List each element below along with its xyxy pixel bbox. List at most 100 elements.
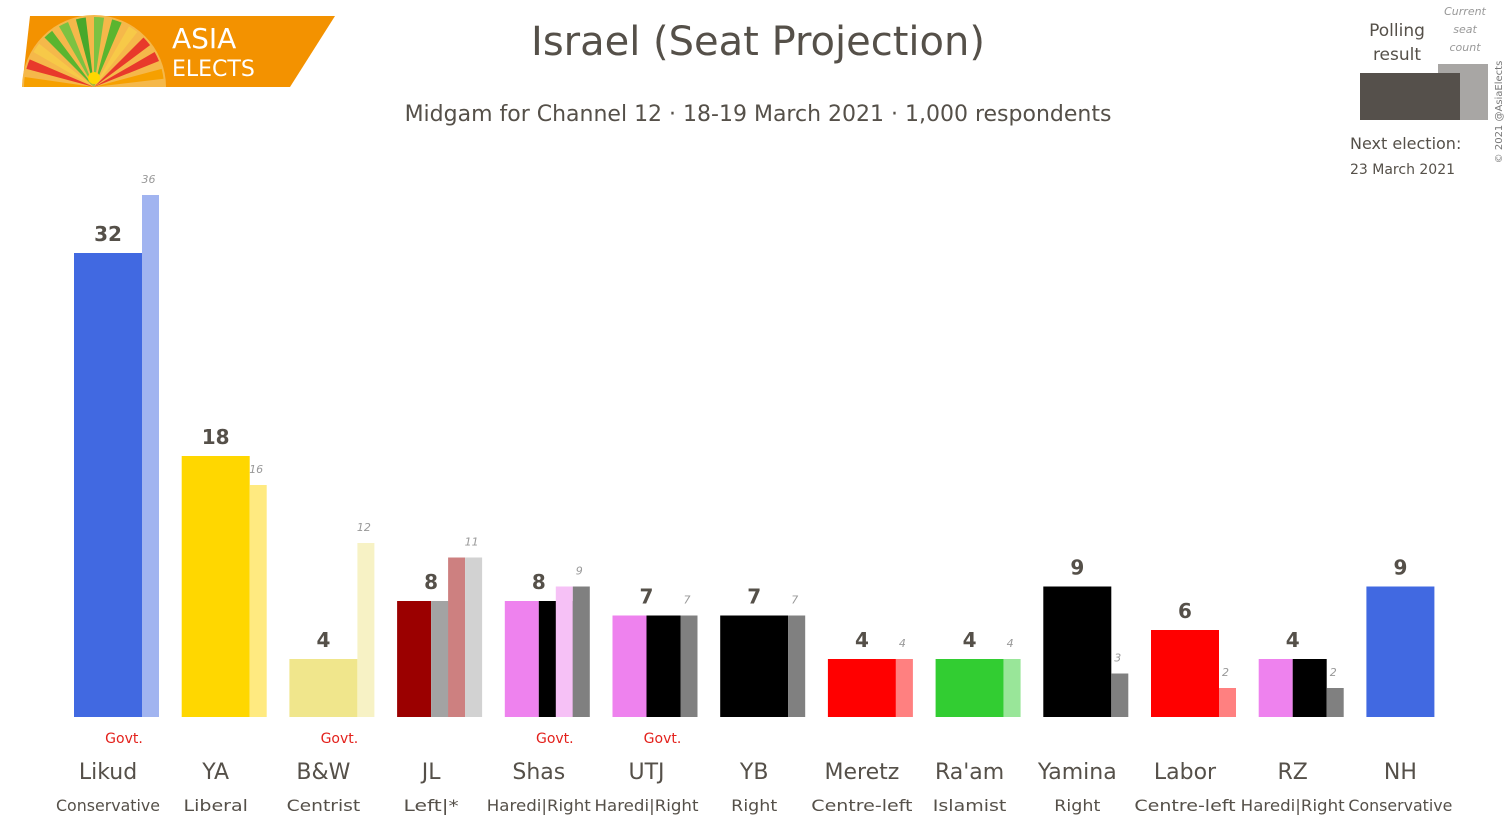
govt-label-shas: Govt.: [536, 731, 574, 747]
current-value-shas: 9: [576, 565, 583, 578]
poll-value-yamina: 9: [1070, 556, 1084, 580]
legend-current-label-1: Current: [1444, 5, 1486, 18]
current-bar-jl: [448, 557, 466, 717]
current-bar-shas: [572, 586, 590, 717]
party-name-meretz: Meretz: [825, 760, 900, 785]
poll-value-rz: 4: [1286, 628, 1300, 652]
current-bar-ya: [249, 485, 267, 717]
poll-value-ra-am: 4: [963, 628, 977, 652]
party-name-rz: RZ: [1278, 760, 1308, 785]
chart-title: Israel (Seat Projection): [531, 19, 985, 65]
poll-value-jl: 8: [424, 570, 438, 594]
logo-fan-ray: [94, 52, 160, 87]
current-value-labor: 2: [1222, 666, 1229, 679]
chart-subtitle: Midgam for Channel 12 · 18-19 March 2021…: [405, 102, 1112, 127]
next-election-date: 23 March 2021: [1350, 162, 1455, 178]
logo-fan-rays: [24, 17, 164, 88]
logo-fan-ray: [94, 17, 105, 87]
current-value-yamina: 3: [1114, 652, 1121, 665]
legend-polling-swatch: [1360, 73, 1460, 120]
legend: Polling result Current seat count Next e…: [1350, 5, 1488, 178]
current-value-rz: 2: [1330, 666, 1337, 679]
party-name-jl: JL: [420, 760, 441, 785]
party-name-yb: YB: [739, 760, 769, 785]
poll-bar-rz: [1292, 659, 1327, 717]
govt-label-utj: Govt.: [644, 731, 682, 747]
party-ideology-nh: Conservative: [1348, 796, 1452, 815]
poll-bar-rz: [1258, 659, 1293, 717]
logo-fan-ray: [26, 59, 94, 87]
current-value-b-w: 12: [357, 521, 371, 534]
legend-current-label-2: seat: [1453, 23, 1477, 36]
party-ideology-labor: Centre-left: [1134, 796, 1235, 815]
poll-bar-shas: [504, 601, 539, 717]
poll-value-likud: 32: [94, 222, 122, 246]
current-bar-yamina: [1111, 673, 1129, 717]
poll-bar-labor: [1151, 630, 1219, 717]
poll-value-ya: 18: [202, 425, 230, 449]
current-value-ya: 16: [249, 463, 263, 476]
current-value-meretz: 4: [899, 637, 906, 650]
party-name-ra-am: Ra'am: [935, 760, 1004, 785]
poll-bar-utj: [646, 615, 681, 717]
poll-bar-likud: [74, 253, 142, 717]
poll-value-meretz: 4: [855, 628, 869, 652]
current-bar-meretz: [895, 659, 913, 717]
logo-fan-ray: [59, 21, 94, 88]
party-ideology-rz: Haredi|Right: [1241, 796, 1345, 815]
poll-value-shas: 8: [532, 570, 546, 594]
poll-bar-b-w: [289, 659, 358, 717]
current-bar-labor: [1219, 688, 1236, 717]
current-value-utj: 7: [684, 594, 691, 607]
current-bar-rz: [1326, 688, 1344, 717]
current-value-ra-am: 4: [1007, 637, 1014, 650]
party-name-likud: Likud: [79, 760, 137, 785]
logo-fan-ray: [94, 68, 164, 87]
party-ideology-utj: Haredi|Right: [595, 796, 699, 815]
current-bar-likud: [142, 195, 159, 717]
logo-sun: [88, 72, 100, 84]
current-bar-b-w: [357, 543, 375, 717]
current-bar-yb: [788, 615, 806, 717]
asia-elects-logo: ASIA ELECTS: [22, 15, 335, 88]
party-ideology-likud: Conservative: [56, 796, 160, 815]
party-ideology-meretz: Centre-left: [811, 796, 912, 815]
poll-value-yb: 7: [747, 585, 761, 609]
logo-fan-ray: [24, 76, 94, 87]
poll-bar-yb: [720, 615, 789, 717]
current-value-jl: 11: [465, 536, 479, 549]
govt-label-likud: Govt.: [105, 731, 143, 747]
party-name-yamina: Yamina: [1037, 760, 1117, 785]
party-ideology-yamina: Right: [1054, 796, 1100, 815]
poll-value-b-w: 4: [316, 628, 330, 652]
logo-fan-ray: [94, 19, 122, 87]
party-name-shas: Shas: [512, 760, 565, 785]
poll-bar-yamina: [1043, 586, 1112, 717]
party-ideology-ya: Liberal: [184, 796, 248, 815]
logo-fan-ray: [44, 30, 94, 88]
party-name-ya: YA: [201, 760, 229, 785]
party-ideology-yb: Right: [731, 796, 777, 815]
poll-bar-jl: [397, 601, 432, 717]
party-name-labor: Labor: [1154, 760, 1217, 785]
poll-bar-utj: [612, 615, 647, 717]
poll-bar-meretz: [827, 659, 896, 717]
party-name-utj: UTJ: [628, 760, 664, 785]
logo-fan-ray: [75, 17, 94, 88]
party-ideology-b-w: Centrist: [287, 796, 361, 815]
party-ideology-jl: Left|*: [404, 796, 459, 815]
labels-layer: 3632Govt.LikudConservative1618YALiberal1…: [56, 173, 1452, 815]
current-bar-shas: [555, 586, 573, 717]
party-ideology-shas: Haredi|Right: [487, 796, 591, 815]
logo-text-elects: ELECTS: [172, 57, 255, 82]
current-bar-jl: [465, 557, 483, 717]
logo-fan-ray: [94, 26, 138, 88]
poll-value-utj: 7: [640, 585, 654, 609]
poll-bar-nh: [1366, 586, 1435, 717]
legend-current-label-3: count: [1449, 41, 1481, 54]
legend-polling-label-2: result: [1373, 45, 1421, 65]
party-name-nh: NH: [1384, 760, 1417, 785]
logo-fan-ray: [94, 37, 151, 87]
current-value-yb: 7: [791, 594, 798, 607]
